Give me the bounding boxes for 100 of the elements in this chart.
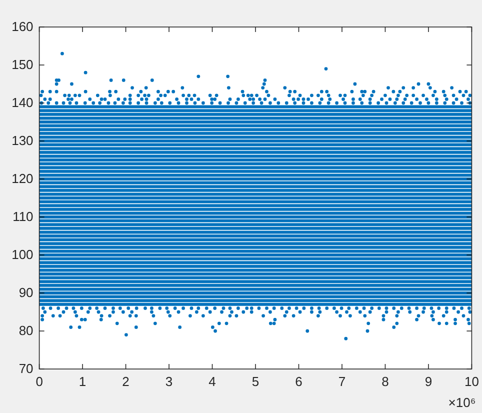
y-tick-label: 150	[12, 57, 34, 72]
point	[361, 94, 365, 98]
point	[412, 86, 416, 90]
point	[126, 306, 130, 310]
point	[165, 306, 169, 310]
point	[128, 314, 132, 318]
point	[328, 98, 332, 101]
point	[182, 306, 185, 310]
point	[95, 306, 98, 310]
point	[88, 306, 92, 310]
point	[416, 314, 420, 318]
point	[74, 314, 78, 318]
point	[352, 101, 355, 105]
point	[466, 318, 470, 322]
point	[444, 310, 448, 314]
y-tick-label: 90	[18, 285, 34, 300]
point	[185, 101, 188, 105]
x-tick-label: 5	[252, 374, 260, 390]
x-tick-label: 2	[122, 374, 130, 390]
point	[54, 82, 58, 86]
point	[88, 98, 92, 101]
point	[412, 94, 416, 98]
point	[220, 310, 224, 314]
point	[262, 82, 266, 86]
x-tick-label: 8	[382, 374, 389, 390]
point	[108, 314, 112, 318]
point	[382, 314, 386, 318]
point	[136, 101, 140, 105]
point	[83, 101, 87, 105]
point	[298, 94, 302, 98]
point	[386, 86, 390, 90]
point	[345, 310, 348, 314]
point	[454, 98, 458, 101]
y-tick-label: 100	[12, 247, 34, 262]
point	[384, 310, 388, 314]
point	[80, 318, 84, 322]
point	[150, 78, 154, 82]
point	[273, 98, 277, 101]
point	[153, 101, 157, 105]
point	[370, 94, 374, 98]
point	[252, 101, 256, 105]
point	[40, 314, 44, 318]
point	[57, 78, 60, 82]
point	[415, 306, 418, 310]
point	[86, 310, 90, 314]
point	[388, 98, 392, 101]
point	[54, 101, 58, 105]
point	[210, 101, 214, 105]
point	[317, 306, 321, 310]
point	[306, 329, 310, 333]
point	[115, 322, 119, 326]
point	[316, 314, 320, 318]
point	[196, 306, 200, 310]
point	[243, 101, 247, 105]
point	[234, 314, 238, 318]
point	[152, 314, 156, 318]
point	[63, 94, 67, 98]
point	[426, 82, 430, 86]
point	[288, 94, 291, 98]
point	[73, 94, 77, 98]
point	[422, 94, 425, 98]
point	[217, 322, 221, 326]
point	[408, 310, 412, 314]
point	[69, 326, 73, 329]
point	[134, 306, 138, 310]
y-tick-label: 140	[12, 95, 34, 110]
point	[158, 306, 162, 310]
point	[343, 94, 347, 98]
point	[456, 310, 460, 314]
point	[442, 90, 446, 94]
point	[418, 101, 422, 105]
point	[248, 98, 252, 101]
point	[128, 98, 132, 101]
point	[72, 306, 76, 310]
point	[432, 318, 435, 322]
point	[360, 90, 364, 94]
point	[100, 98, 104, 101]
point	[144, 306, 147, 310]
point	[268, 322, 272, 326]
point	[113, 101, 117, 105]
point	[108, 94, 112, 98]
point	[195, 310, 198, 314]
point	[263, 98, 267, 101]
point	[103, 306, 107, 310]
point	[368, 310, 372, 314]
point	[368, 101, 372, 105]
point	[250, 310, 254, 314]
point	[338, 314, 342, 318]
point	[176, 310, 180, 314]
point	[332, 306, 336, 310]
point	[266, 94, 270, 98]
point	[347, 306, 351, 310]
point	[395, 98, 399, 101]
point	[166, 90, 170, 94]
point	[201, 314, 205, 318]
point	[444, 98, 448, 101]
point	[121, 310, 125, 314]
point	[326, 94, 330, 98]
point	[228, 98, 232, 101]
point	[43, 98, 47, 101]
